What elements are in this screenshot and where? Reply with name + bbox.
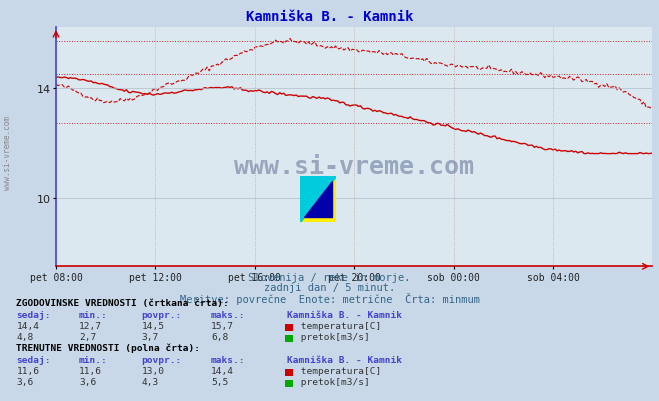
Text: 5,5: 5,5 bbox=[211, 377, 228, 386]
Text: maks.:: maks.: bbox=[211, 355, 245, 364]
Text: Kamniška B. - Kamnik: Kamniška B. - Kamnik bbox=[287, 355, 402, 364]
Text: 12,7: 12,7 bbox=[79, 321, 102, 330]
Text: 3,6: 3,6 bbox=[16, 377, 34, 386]
Text: povpr.:: povpr.: bbox=[142, 355, 182, 364]
Text: www.si-vreme.com: www.si-vreme.com bbox=[234, 154, 474, 178]
Text: 6,8: 6,8 bbox=[211, 332, 228, 341]
Text: 3,6: 3,6 bbox=[79, 377, 96, 386]
Text: sedaj:: sedaj: bbox=[16, 310, 51, 319]
Text: zadnji dan / 5 minut.: zadnji dan / 5 minut. bbox=[264, 283, 395, 293]
Text: 15,7: 15,7 bbox=[211, 321, 234, 330]
Text: povpr.:: povpr.: bbox=[142, 310, 182, 319]
Text: 4,8: 4,8 bbox=[16, 332, 34, 341]
Text: Kamniška B. - Kamnik: Kamniška B. - Kamnik bbox=[287, 310, 402, 319]
Text: 11,6: 11,6 bbox=[79, 366, 102, 375]
Text: Meritve: povrečne  Enote: metrične  Črta: minmum: Meritve: povrečne Enote: metrične Črta: … bbox=[179, 293, 480, 305]
Text: Kamniška B. - Kamnik: Kamniška B. - Kamnik bbox=[246, 10, 413, 24]
Text: ZGODOVINSKE VREDNOSTI (črtkana črta):: ZGODOVINSKE VREDNOSTI (črtkana črta): bbox=[16, 298, 229, 307]
Text: Slovenija / reke in morje.: Slovenija / reke in morje. bbox=[248, 273, 411, 283]
Polygon shape bbox=[300, 176, 336, 223]
Text: 13,0: 13,0 bbox=[142, 366, 165, 375]
Text: 14,5: 14,5 bbox=[142, 321, 165, 330]
Text: 11,6: 11,6 bbox=[16, 366, 40, 375]
Polygon shape bbox=[304, 182, 331, 217]
Text: temperatura[C]: temperatura[C] bbox=[295, 366, 382, 375]
Text: 4,3: 4,3 bbox=[142, 377, 159, 386]
Text: pretok[m3/s]: pretok[m3/s] bbox=[295, 332, 370, 341]
Text: pretok[m3/s]: pretok[m3/s] bbox=[295, 377, 370, 386]
Text: min.:: min.: bbox=[79, 310, 108, 319]
Text: temperatura[C]: temperatura[C] bbox=[295, 321, 382, 330]
Text: min.:: min.: bbox=[79, 355, 108, 364]
Text: 14,4: 14,4 bbox=[16, 321, 40, 330]
Text: maks.:: maks.: bbox=[211, 310, 245, 319]
Text: TRENUTNE VREDNOSTI (polna črta):: TRENUTNE VREDNOSTI (polna črta): bbox=[16, 342, 200, 352]
Text: www.si-vreme.com: www.si-vreme.com bbox=[3, 115, 13, 189]
Text: 3,7: 3,7 bbox=[142, 332, 159, 341]
Text: 2,7: 2,7 bbox=[79, 332, 96, 341]
Text: 14,4: 14,4 bbox=[211, 366, 234, 375]
Text: sedaj:: sedaj: bbox=[16, 355, 51, 364]
Polygon shape bbox=[300, 176, 336, 223]
